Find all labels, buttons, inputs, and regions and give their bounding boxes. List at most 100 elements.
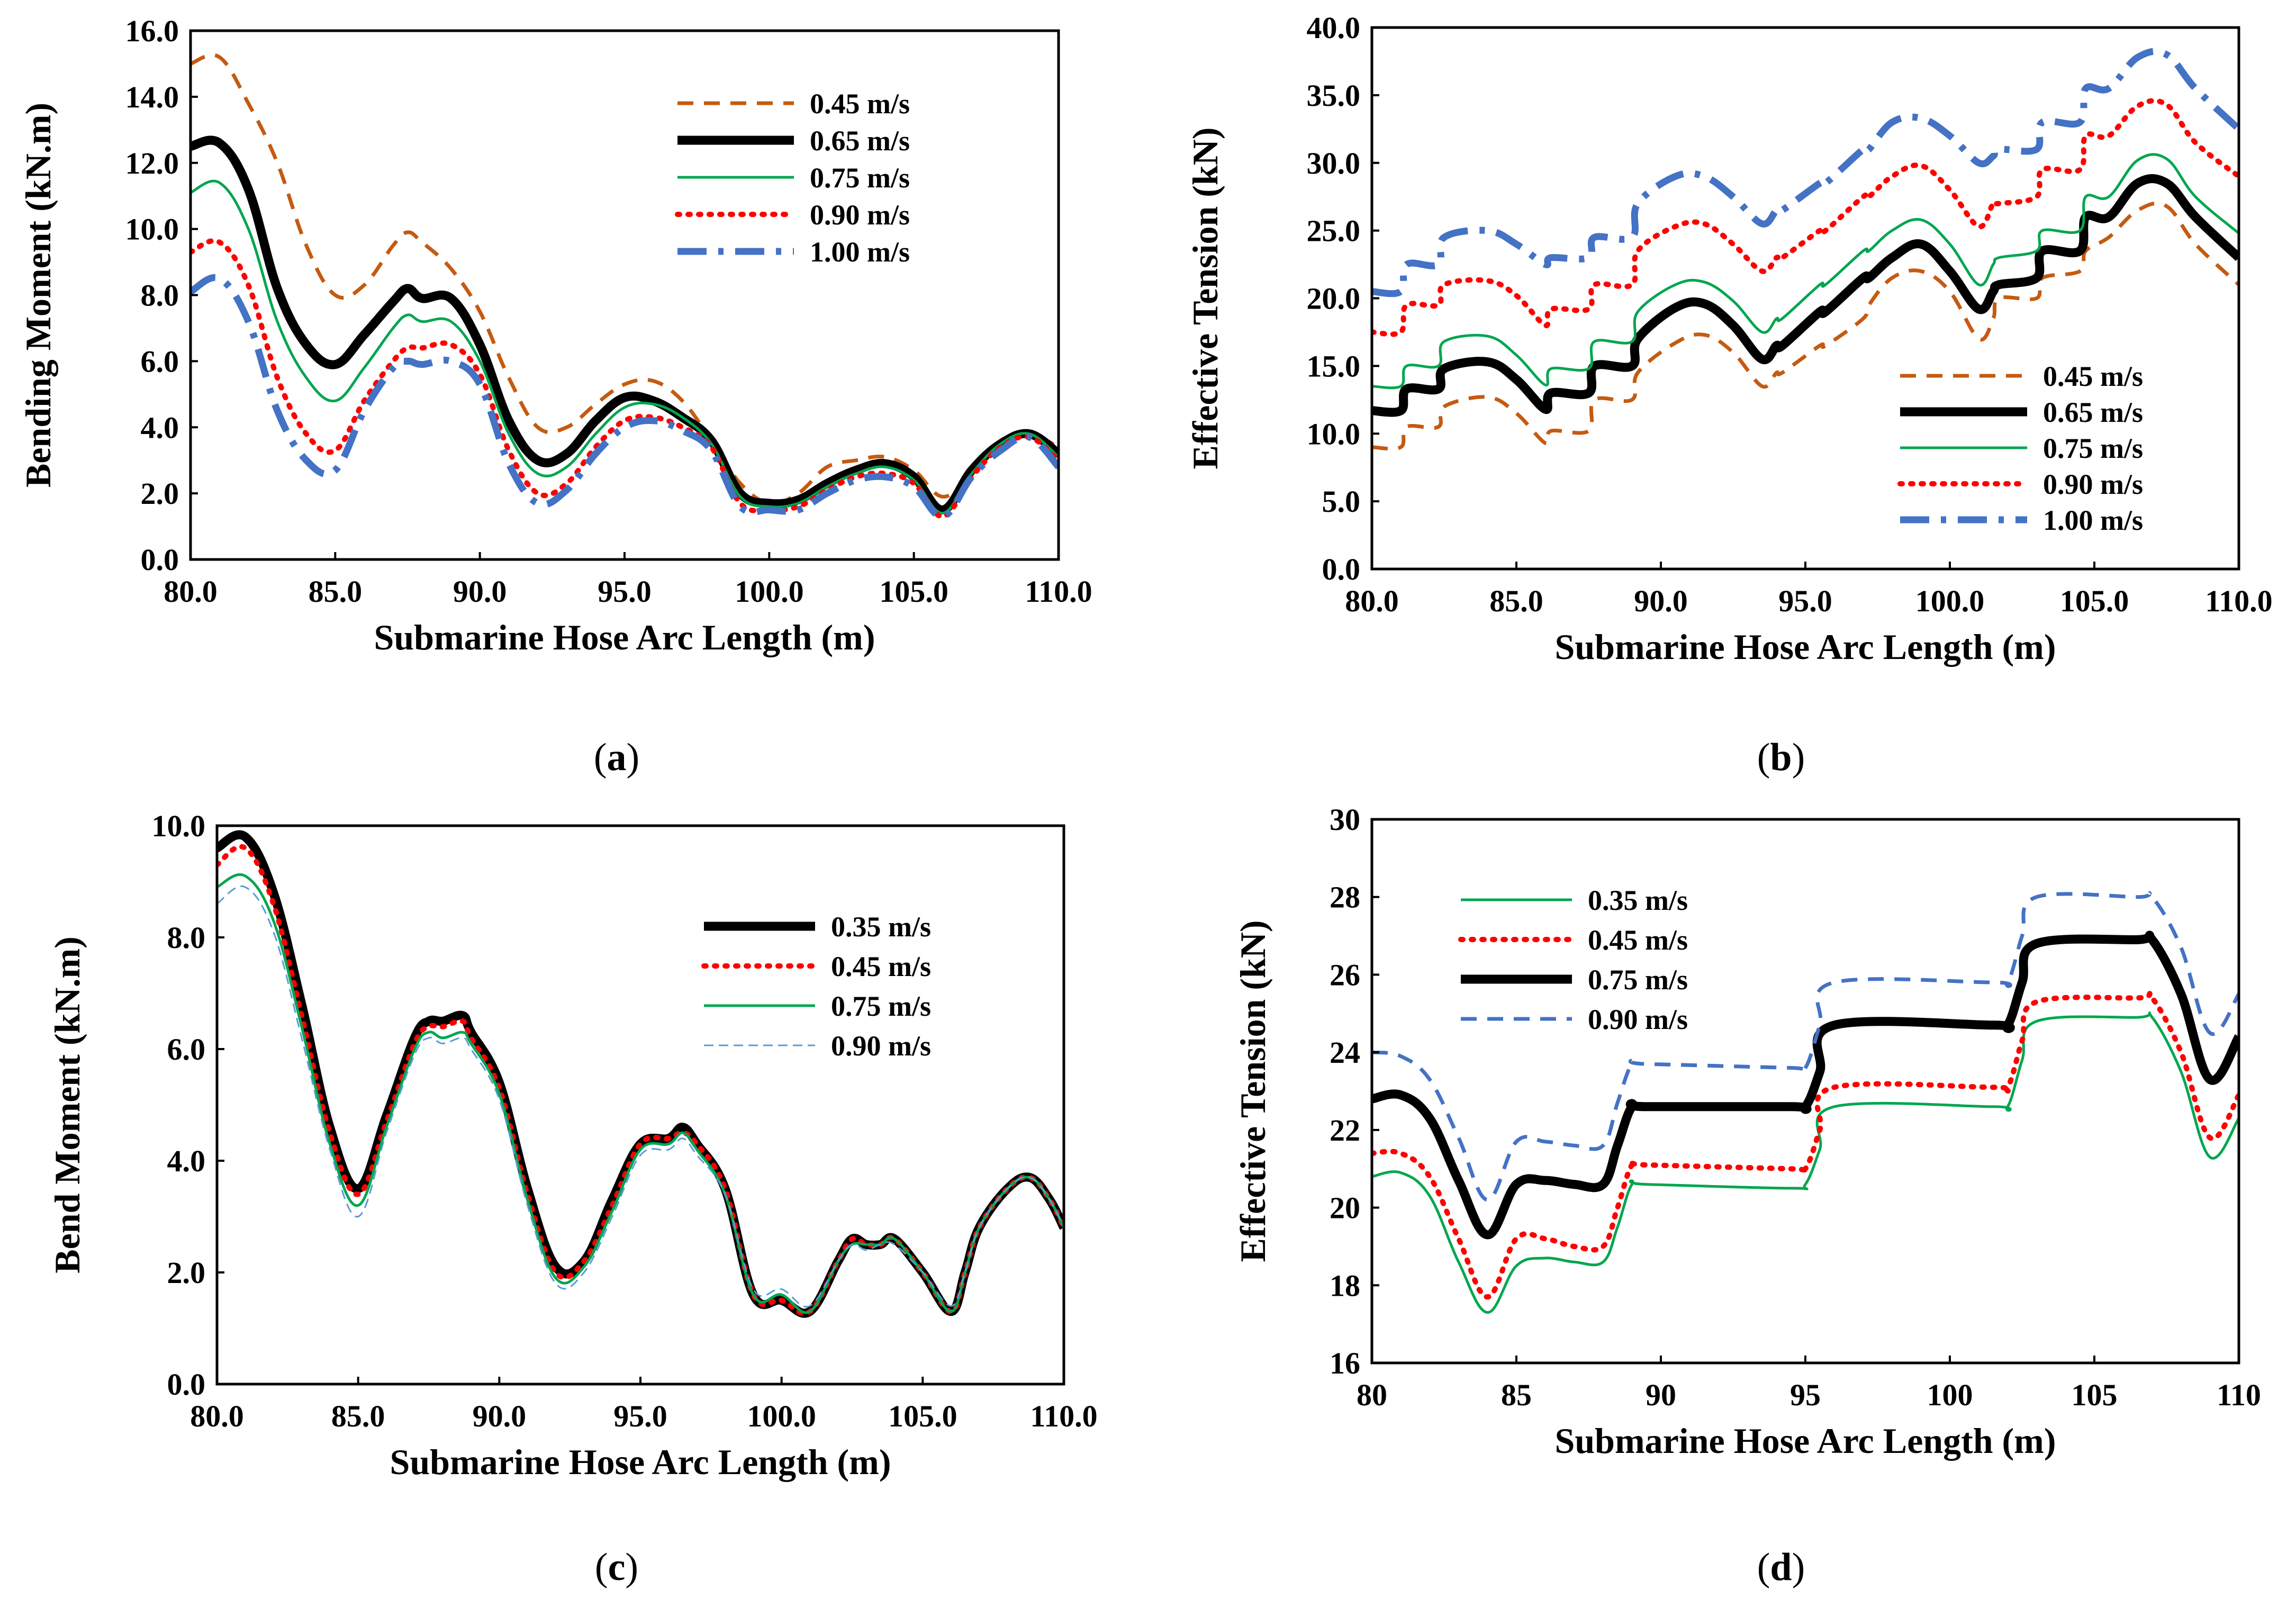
legend-label: 0.65 m/s [2043,396,2143,428]
series-line-0-90-m-s [1372,891,2239,1202]
plot-area [191,53,1059,520]
y-tick-label: 14.0 [125,80,179,114]
x-tick-label: 90 [1646,1378,1676,1412]
x-tick-label: 110 [2217,1378,2261,1412]
x-tick-label: 90.0 [1634,584,1688,618]
x-tick-label: 100.0 [747,1399,816,1433]
x-axis-label: Submarine Hose Arc Length (m) [1555,1421,2056,1461]
x-tick-label: 95 [1790,1378,1821,1412]
y-tick-label: 28 [1330,880,1360,915]
x-tick-label: 110.0 [1030,1399,1097,1433]
x-tick-label: 95.0 [598,574,652,609]
series-line-0-45-m-s [217,844,1064,1316]
x-tick-label: 100.0 [735,574,804,609]
plot-area [1372,48,2239,451]
x-tick-label: 105.0 [879,574,948,609]
series-line-0-45-m-s [1372,201,2239,451]
chart-panel-b: 80.0 85.0 90.0 95.0 100.0 105.0 110.0 0.0 5.0 10.… [1185,11,2273,779]
x-tick-label: 90.0 [473,1399,527,1433]
series-line-0-35-m-s [217,830,1064,1318]
legend-label: 0.65 m/s [810,125,910,157]
x-tick-label: 80.0 [190,1399,244,1433]
y-tick-label: 24 [1330,1035,1360,1070]
y-tick-label: 22 [1330,1113,1360,1148]
y-tick-label: 12.0 [125,146,179,180]
y-tick-label: 35.0 [1307,78,1361,113]
series-line-0-75-m-s [1372,153,2239,390]
legend-label: 0.75 m/s [831,990,931,1022]
legend-label: 0.90 m/s [810,199,910,231]
y-tick-label: 30 [1330,802,1360,837]
y-tick-label: 26 [1330,957,1360,992]
panel-caption: (d) [1757,1546,1805,1589]
x-tick-label: 95.0 [613,1399,667,1433]
y-axis-label: Effective Tension (kN) [1185,128,1225,469]
legend-label: 1.00 m/s [810,236,910,268]
chart-panel-d: 80 85 90 95 100 105 110 16 18 20 22 24 26 28 30 Submari… [1233,802,2261,1589]
x-tick-label: 85.0 [309,574,363,609]
chart-panel-a: 80.0 85.0 90.0 95.0 100.0 105.0 110.0 0.0 2.0 4.0… [18,14,1092,779]
y-tick-label: 6.0 [167,1032,206,1067]
y-tick-label: 15.0 [1307,349,1361,383]
y-tick-label: 4.0 [141,410,179,445]
y-tick-label: 0.0 [167,1367,206,1402]
y-tick-label: 2.0 [167,1255,206,1290]
x-tick-label: 100 [1927,1378,1973,1412]
series-line-0-75-m-s [191,179,1059,515]
series-line-1-00-m-s [191,274,1059,520]
legend-label: 0.45 m/s [2043,360,2143,392]
y-tick-label: 10.0 [152,809,206,843]
y-tick-label: 8.0 [141,278,179,313]
legend: 0.45 m/s 0.65 m/s 0.75 m/s 0.90 m/s 1.00 m/s [1897,360,2143,536]
y-axis-label: Effective Tension (kN) [1233,920,1273,1262]
series-line-0-90-m-s [1372,98,2239,337]
series-line-0-45-m-s [1372,991,2239,1300]
legend-label: 0.45 m/s [1588,924,1688,956]
y-axis-label: Bending Moment (kN.m) [18,103,58,487]
x-tick-label: 80.0 [164,574,218,609]
x-axis-label: Submarine Hose Arc Length (m) [1555,627,2056,667]
x-axis-label: Submarine Hose Arc Length (m) [390,1442,891,1482]
plot-frame [189,29,1060,561]
panel-caption: (a) [594,736,639,779]
legend: 0.35 m/s 0.45 m/s 0.75 m/s 0.90 m/s [701,911,931,1062]
series-line-0-90-m-s [191,238,1059,519]
legend-label: 1.00 m/s [2043,504,2143,536]
x-tick-label: 85.0 [331,1399,385,1433]
x-tick-label: 110.0 [2205,584,2272,618]
legend-label: 0.45 m/s [810,88,910,120]
y-tick-label: 40.0 [1307,11,1361,45]
legend-label: 0.35 m/s [1588,884,1688,916]
x-tick-label: 80.0 [1345,584,1399,618]
panel-caption: (b) [1757,736,1805,779]
x-tick-label: 95.0 [1778,584,1832,618]
x-axis-label: Submarine Hose Arc Length (m) [374,617,875,657]
y-tick-label: 16.0 [125,14,179,48]
legend-label: 0.90 m/s [1588,1004,1688,1035]
x-tick-label: 85.0 [1489,584,1543,618]
legend-label: 0.45 m/s [831,951,931,982]
series-line-0-75-m-s [217,873,1064,1314]
x-tick-label: 105 [2072,1378,2118,1412]
y-tick-label: 20.0 [1307,282,1361,316]
y-tick-label: 8.0 [167,920,206,955]
x-tick-label: 110.0 [1025,574,1092,609]
y-tick-label: 6.0 [141,344,179,378]
legend-label: 0.75 m/s [1588,964,1688,996]
y-tick-label: 0.0 [1322,552,1361,586]
x-tick-label: 100.0 [1915,584,1985,618]
series-line-1-00-m-s [1372,48,2239,297]
plot-area [217,830,1064,1318]
y-axis-label: Bend Moment (kN.m) [47,936,87,1273]
series-line-0-65-m-s [1372,174,2239,417]
series-line-0-90-m-s [217,885,1064,1308]
series-line-0-75-m-s [1372,931,2239,1240]
legend: 0.35 m/s 0.45 m/s 0.75 m/s 0.90 m/s [1458,884,1688,1035]
legend: 0.45 m/s 0.65 m/s 0.75 m/s 0.90 m/s 1.00 m/s [675,88,910,268]
legend-label: 0.75 m/s [2043,432,2143,464]
y-tick-label: 0.0 [141,543,179,577]
y-tick-label: 16 [1330,1346,1360,1380]
x-tick-label: 90.0 [453,574,507,609]
series-line-0-35-m-s [1372,1011,2239,1314]
